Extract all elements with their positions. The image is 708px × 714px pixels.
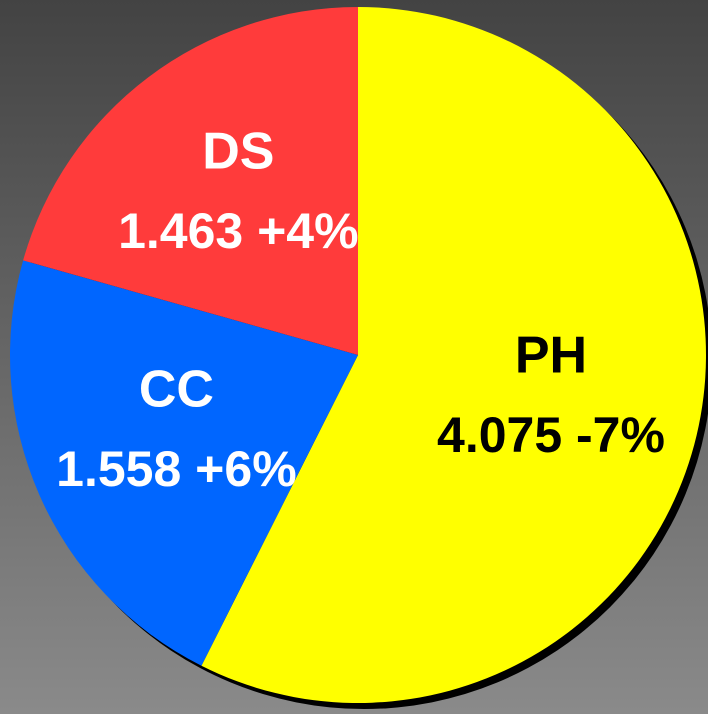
slice-name: CC — [139, 361, 214, 419]
slice-name: PH — [515, 327, 587, 385]
pie — [9, 6, 706, 703]
pie-slice — [9, 260, 358, 666]
slice-name: DS — [202, 123, 274, 181]
labels: PH 4.075 -7% CC 1.558 +6% DS 1.463 +4% — [56, 123, 665, 498]
slice-value-label: 4.075 -7% — [437, 407, 665, 463]
pie-slice — [23, 6, 358, 355]
pie-slice — [201, 7, 706, 703]
slice-value-label: 1.463 +4% — [118, 203, 358, 259]
slice-value-label: 1.558 +6% — [56, 441, 296, 497]
